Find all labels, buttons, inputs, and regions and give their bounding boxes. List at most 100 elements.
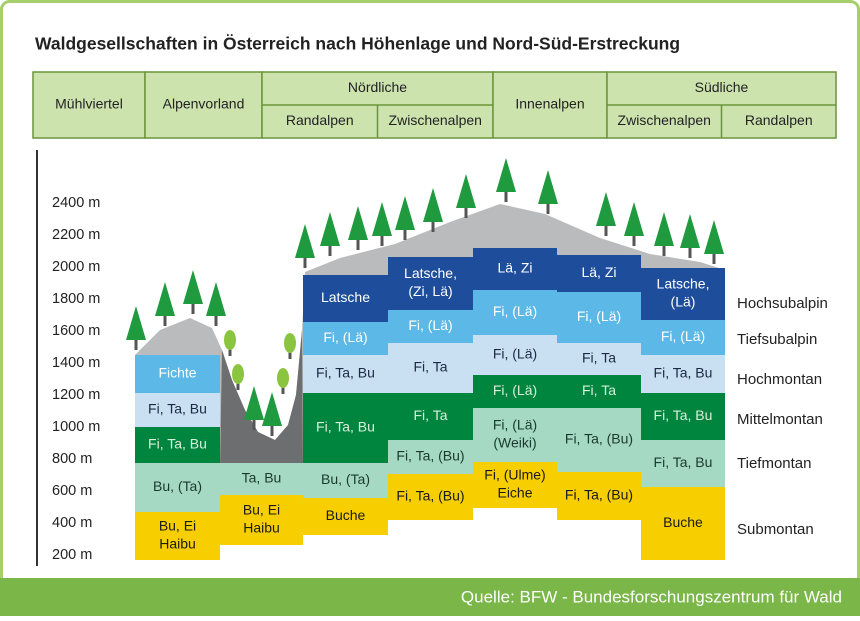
zone-block: [303, 463, 388, 498]
zone-block: [303, 355, 388, 393]
forest-zones: Fichte Fi, Ta, Bu Fi, Ta, Bu Bu, (Ta) Bu, Ei…: [135, 248, 725, 560]
species-label: Fi, (Lä): [493, 417, 537, 433]
zone-block: [303, 275, 388, 322]
zone-block: [473, 290, 557, 335]
tree: [206, 282, 226, 316]
species-label: Fi, (Lä): [577, 308, 621, 324]
tree: [538, 170, 558, 204]
species-label: Fi, (Lä): [323, 329, 367, 345]
species-label: Fi, Ta, (Bu): [396, 488, 464, 504]
tree: [496, 158, 516, 192]
altitude-label: 400 m: [52, 515, 92, 531]
tree-trunk: [464, 206, 468, 218]
altitude-label: 2200 m: [52, 227, 100, 243]
footer-bar: [0, 578, 860, 616]
species-label: (Weiki): [493, 435, 536, 451]
zone-block: [388, 393, 473, 440]
tree-trunk: [214, 314, 218, 326]
zone-block: [473, 248, 557, 290]
species-label: Latsche: [321, 289, 370, 305]
tree: [680, 214, 700, 248]
species-label: Fi, Ta, Bu: [316, 365, 375, 381]
header: Mühlviertel Alpenvorland Nördliche Randalpe…: [32, 71, 837, 139]
header-cell: [144, 71, 263, 139]
species-label: Fi, Ta, (Bu): [565, 487, 633, 503]
tree-trunk: [134, 338, 138, 350]
header-label: Alpenvorland: [163, 96, 245, 112]
species-label: Lä, Zi: [497, 260, 532, 276]
zone-label: Hochsubalpin: [737, 295, 828, 312]
species-label: Bu, Ei: [159, 518, 196, 534]
species-label: Fi, Ta, Bu: [148, 401, 207, 417]
tree-trunk: [604, 224, 608, 236]
species-label: Latsche,: [657, 276, 710, 292]
zone-block: [641, 487, 725, 560]
species-label: Haibu: [159, 536, 196, 552]
species-label: Bu, (Ta): [321, 471, 370, 487]
zone-label: Tiefmontan: [737, 455, 811, 472]
tree: [456, 174, 476, 208]
zone-label: Hochmontan: [737, 371, 822, 388]
altitude-label: 1800 m: [52, 291, 100, 307]
species-label: Fi, Ta, Bu: [654, 454, 713, 470]
zone-block: [388, 310, 473, 343]
species-label: Fichte: [158, 365, 196, 381]
tree-trunk: [504, 190, 508, 202]
zone-block: [557, 343, 641, 375]
zone-block: [557, 375, 641, 408]
tree: [155, 282, 175, 316]
species-label: Latsche,: [404, 265, 457, 281]
tree: [126, 306, 146, 340]
header-label: Südliche: [695, 79, 749, 95]
title: Waldgesellschaften in Österreich nach Hö…: [35, 34, 680, 54]
valley: [220, 330, 303, 470]
tree-trunk: [270, 424, 274, 436]
source: Quelle: BFW - Bundesforschungszentrum fü…: [461, 587, 842, 606]
tree-trunk: [712, 252, 716, 264]
tree-trunk: [328, 244, 332, 256]
tree: [262, 392, 282, 426]
tree-trunk: [662, 244, 666, 256]
zone-block: [473, 462, 557, 508]
zone-block: [388, 257, 473, 310]
tree-trunk: [191, 302, 195, 314]
species-label: Haibu: [243, 520, 280, 536]
species-label: Fi, (Ulme): [484, 467, 545, 483]
altitude-label: 2400 m: [52, 195, 100, 211]
tree-trunk: [163, 314, 167, 326]
species-label: Fi, Ta: [582, 350, 616, 366]
zone-block: [135, 355, 220, 393]
tree-trunk: [356, 238, 360, 250]
zone-block: [135, 427, 220, 463]
species-label: Fi, Ta, (Bu): [396, 448, 464, 464]
altitude-label: 1600 m: [52, 323, 100, 339]
altitude-label: 1200 m: [52, 387, 100, 403]
zone-label: Submontan: [737, 521, 814, 538]
deciduous-tree: [284, 333, 296, 353]
header-sublabel: Zwischenalpen: [389, 112, 482, 128]
zone-block: [557, 292, 641, 343]
species-label: (Lä): [671, 294, 696, 310]
species-label: Buche: [326, 507, 366, 523]
species-label: Eiche: [497, 485, 532, 501]
header-sublabel: Randalpen: [745, 112, 813, 128]
header-sublabel: Randalpen: [286, 112, 354, 128]
tree: [704, 220, 724, 254]
tree: [183, 270, 203, 304]
zone-block: [641, 440, 725, 487]
tree: [372, 202, 392, 236]
species-label: Fi, Ta: [414, 407, 448, 423]
zone-block: [135, 512, 220, 560]
deciduous-tree: [277, 368, 289, 388]
species-label: Lä, Zi: [581, 264, 616, 280]
species-label: Bu, Ei: [243, 502, 280, 518]
species-label: Bu, (Ta): [153, 478, 202, 494]
zone-block: [220, 495, 303, 545]
zone-block: [641, 268, 725, 320]
header-label: Innenalpen: [515, 96, 584, 112]
tree-trunk: [252, 418, 256, 430]
altitude-label: 200 m: [52, 547, 92, 563]
species-label: Fi, Ta: [414, 359, 448, 375]
zone-block: [220, 463, 303, 495]
